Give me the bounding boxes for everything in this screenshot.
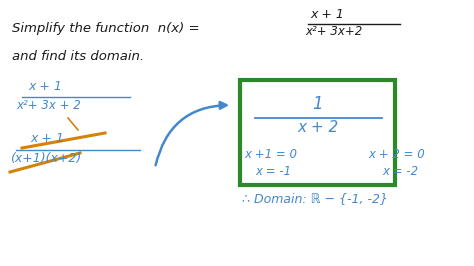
Text: x + 1: x + 1	[310, 8, 344, 21]
Text: and find its domain.: and find its domain.	[12, 50, 144, 63]
Text: 1: 1	[313, 95, 323, 113]
Text: x + 2 = 0: x + 2 = 0	[368, 148, 425, 161]
Text: x²+ 3x + 2: x²+ 3x + 2	[16, 99, 81, 112]
Text: x = -2: x = -2	[382, 165, 418, 178]
Text: x²+ 3x+2: x²+ 3x+2	[305, 25, 362, 38]
Text: Simplify the function  n(x) =: Simplify the function n(x) =	[12, 22, 200, 35]
Text: x + 1: x + 1	[30, 132, 64, 145]
Text: x +1 = 0: x +1 = 0	[244, 148, 297, 161]
Text: ∴ Domain: ℝ − {-1, -2}: ∴ Domain: ℝ − {-1, -2}	[242, 192, 388, 205]
Text: x = -1: x = -1	[255, 165, 291, 178]
Text: x + 2: x + 2	[297, 120, 338, 135]
Bar	[240, 80, 395, 185]
Text: x + 1: x + 1	[28, 80, 62, 93]
Text: (x+1)(x+2): (x+1)(x+2)	[10, 152, 81, 165]
